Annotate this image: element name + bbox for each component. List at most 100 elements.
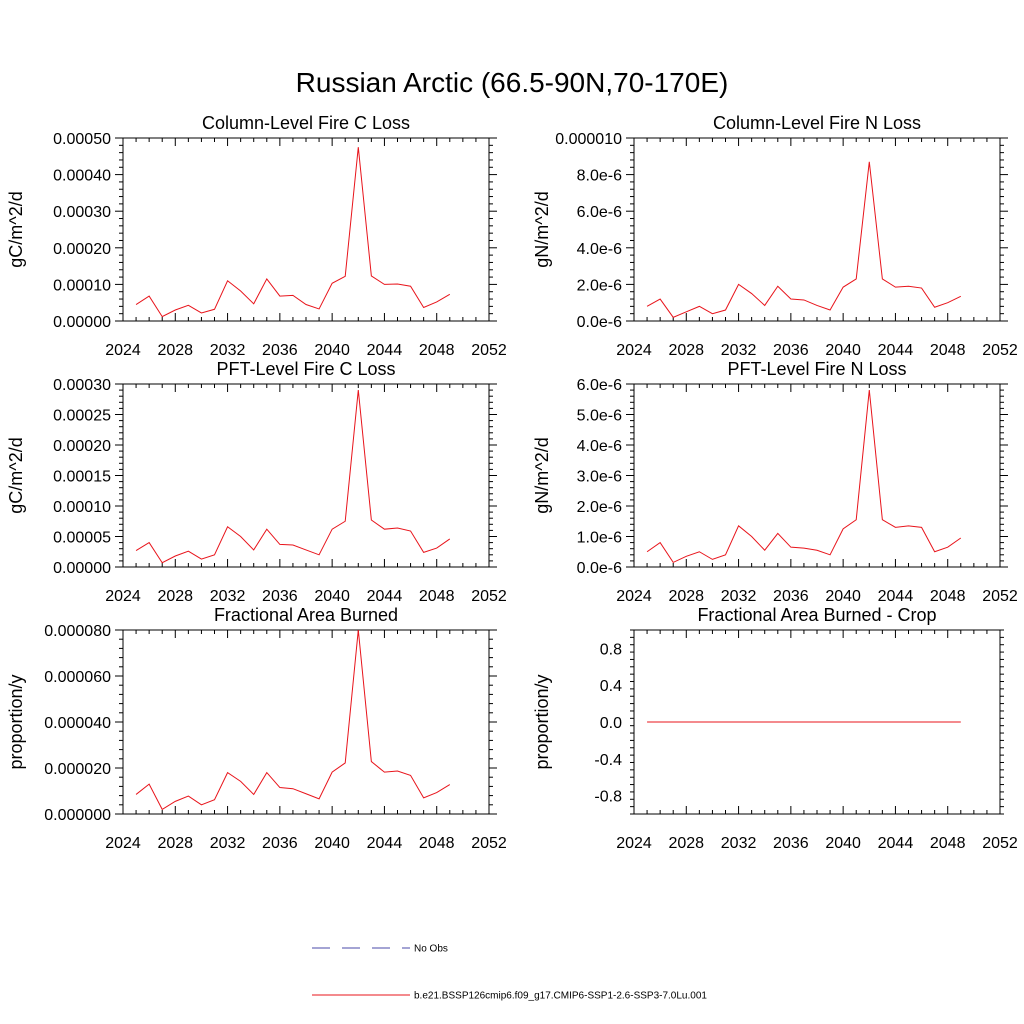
y-tick-label: 0.000010	[555, 131, 622, 148]
x-tick-label: 2044	[367, 342, 403, 359]
series-line	[135, 629, 451, 811]
panel-4: 2024 2028 2032 2036 2040 2044 2048 2052 0.0e-6 1.…	[532, 359, 1018, 605]
x-tick-label: 2048	[419, 342, 455, 359]
x-tick-label: 2024	[616, 835, 652, 852]
y-tick-label: 0.4	[600, 678, 622, 695]
x-tick-label: 2040	[314, 342, 350, 359]
y-tick-label: -0.4	[594, 752, 622, 769]
x-tick-label: 2052	[982, 342, 1018, 359]
y-tick-label: 0.000040	[44, 715, 111, 732]
x-tick-label: 2040	[314, 835, 350, 852]
y-tick-label: 0.0	[600, 715, 622, 732]
x-tick-label: 2032	[721, 342, 757, 359]
series-line	[646, 161, 962, 318]
x-tick-label: 2040	[314, 588, 350, 605]
x-tick-label: 2024	[616, 588, 652, 605]
x-tick-label: 2028	[668, 588, 704, 605]
x-tick-label: 2052	[471, 588, 507, 605]
x-tick-label: 2040	[825, 588, 861, 605]
panel-5: 2024 2028 2032 2036 2040 2044 2048 2052 0.000000…	[6, 605, 507, 852]
x-tick-label: 2040	[825, 835, 861, 852]
panel-title: PFT-Level Fire N Loss	[727, 359, 906, 379]
x-tick-label: 2028	[157, 342, 193, 359]
x-tick-label: 2048	[930, 835, 966, 852]
y-axis-label: gN/m^2/d	[532, 437, 552, 513]
x-tick-label: 2036	[773, 342, 809, 359]
x-tick-label: 2032	[210, 342, 246, 359]
y-tick-label: 0.000060	[44, 669, 111, 686]
y-axis-label: proportion/y	[6, 674, 26, 769]
x-tick-label: 2036	[262, 342, 298, 359]
panel-title: Column-Level Fire N Loss	[713, 113, 921, 133]
panel-title: Fractional Area Burned - Crop	[697, 605, 936, 625]
figure-title: Russian Arctic (66.5-90N,70-170E)	[296, 67, 729, 98]
panel-1: 2024 2028 2032 2036 2040 2044 2048 2052 0.00000 0…	[6, 113, 507, 359]
x-tick-label: 2044	[367, 835, 403, 852]
y-tick-label: 0.00000	[53, 560, 111, 577]
y-tick-label: 0.00020	[53, 241, 111, 258]
x-tick-label: 2048	[930, 342, 966, 359]
x-tick-label: 2048	[419, 835, 455, 852]
x-tick-label: 2032	[721, 588, 757, 605]
x-tick-label: 2052	[471, 835, 507, 852]
y-tick-label: 4.0e-6	[577, 241, 622, 258]
y-tick-label: 0.00030	[53, 377, 111, 394]
y-tick-label: 6.0e-6	[577, 204, 622, 221]
y-tick-label: 0.8	[600, 641, 622, 658]
y-axis-label: gC/m^2/d	[6, 437, 26, 513]
x-tick-label: 2040	[825, 342, 861, 359]
y-tick-label: 0.00010	[53, 499, 111, 516]
x-tick-label: 2036	[262, 835, 298, 852]
y-tick-label: 0.00005	[53, 530, 111, 547]
y-tick-label: 0.00010	[53, 277, 111, 294]
x-tick-label: 2044	[878, 588, 914, 605]
y-tick-label: 1.0e-6	[577, 530, 622, 547]
panel-title: Fractional Area Burned	[214, 605, 398, 625]
panel-6: 2024 2028 2032 2036 2040 2044 2048 2052 -0.8 -0.4…	[532, 605, 1018, 852]
y-tick-label: 0.00030	[53, 204, 111, 221]
panel-title: PFT-Level Fire C Loss	[216, 359, 395, 379]
legend: No Obs b.e21.BSSP126cmip6.f09_g17.CMIP6-S…	[312, 944, 707, 1002]
x-tick-label: 2052	[471, 342, 507, 359]
plot-frame	[633, 137, 1001, 322]
x-tick-label: 2024	[616, 342, 652, 359]
x-tick-label: 2028	[157, 835, 193, 852]
x-tick-label: 2048	[930, 588, 966, 605]
plot-frame	[633, 383, 1001, 568]
x-tick-label: 2028	[668, 835, 704, 852]
y-tick-label: 5.0e-6	[577, 408, 622, 425]
x-tick-label: 2036	[262, 588, 298, 605]
y-tick-label: 0.0e-6	[577, 560, 622, 577]
plot-frame	[122, 629, 490, 815]
series-line	[135, 147, 451, 318]
y-tick-label: 2.0e-6	[577, 277, 622, 294]
legend-label: b.e21.BSSP126cmip6.f09_g17.CMIP6-SSP1-2.…	[414, 991, 707, 1002]
y-tick-label: -0.8	[594, 789, 622, 806]
y-tick-label: 3.0e-6	[577, 469, 622, 486]
y-axis-label: gC/m^2/d	[6, 191, 26, 267]
x-tick-label: 2052	[982, 588, 1018, 605]
y-tick-label: 0.00025	[53, 408, 111, 425]
x-tick-label: 2036	[773, 835, 809, 852]
x-tick-label: 2036	[773, 588, 809, 605]
plot-frame	[122, 137, 490, 322]
x-tick-label: 2032	[210, 588, 246, 605]
x-tick-label: 2024	[105, 835, 141, 852]
y-axis-label: gN/m^2/d	[532, 191, 552, 267]
x-tick-label: 2052	[982, 835, 1018, 852]
y-axis-label: proportion/y	[532, 674, 552, 769]
y-tick-label: 8.0e-6	[577, 168, 622, 185]
x-tick-label: 2044	[878, 342, 914, 359]
panel-2: 2024 2028 2032 2036 2040 2044 2048 2052 0.0e-6 2.…	[532, 113, 1018, 359]
panels: 2024 2028 2032 2036 2040 2044 2048 2052 0.00000 0…	[6, 113, 1018, 852]
y-tick-label: 2.0e-6	[577, 499, 622, 516]
x-tick-label: 2024	[105, 588, 141, 605]
x-tick-label: 2048	[419, 588, 455, 605]
y-tick-label: 4.0e-6	[577, 438, 622, 455]
y-tick-label: 0.000080	[44, 623, 111, 640]
x-tick-label: 2044	[878, 835, 914, 852]
plot-frame	[122, 383, 490, 568]
y-tick-label: 0.00000	[53, 314, 111, 331]
y-tick-label: 0.00040	[53, 168, 111, 185]
